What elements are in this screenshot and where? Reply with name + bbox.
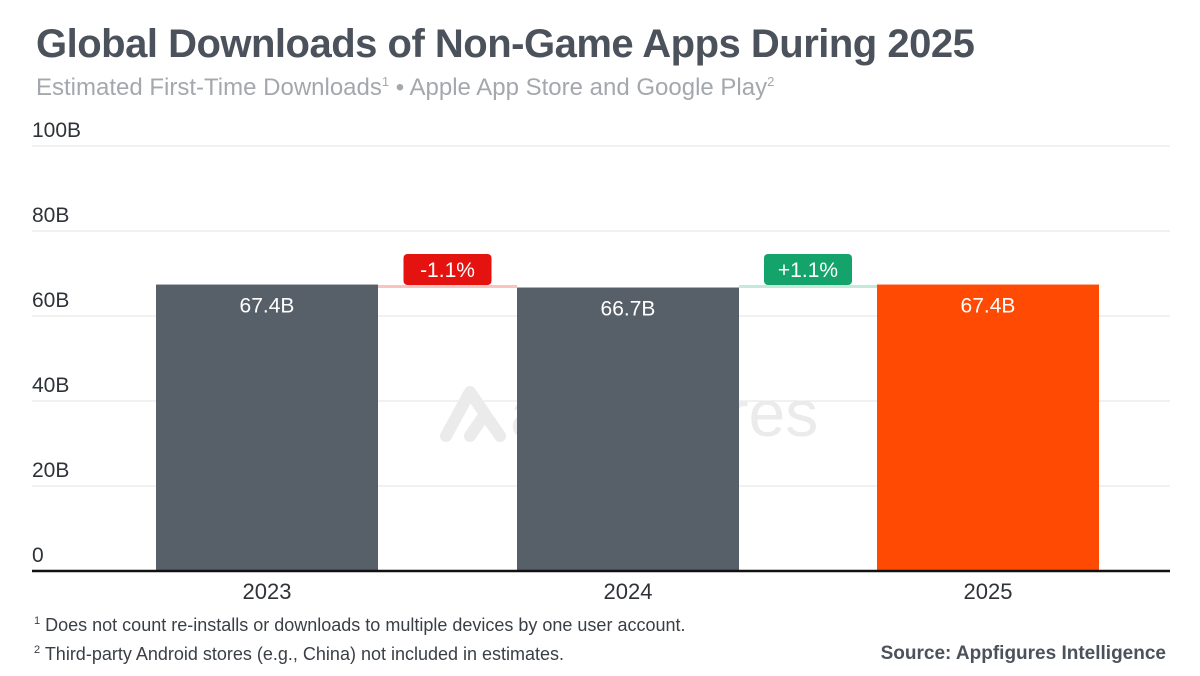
chart-subtitle: Estimated First-Time Downloads1 • Apple … (36, 74, 774, 102)
footnote-2: 2 Third-party Android stores (e.g., Chin… (34, 644, 564, 665)
footnote-2-text: Third-party Android stores (e.g., China)… (44, 644, 565, 664)
change-badge (764, 254, 852, 285)
bar-2024 (517, 287, 739, 571)
bar-value-label: 67.4B (961, 295, 1016, 318)
footnote-ref-1: 1 (381, 74, 390, 89)
change-badge (403, 254, 492, 285)
change-badge-label: -1.1% (420, 259, 475, 282)
y-tick-label: 0 (32, 544, 44, 567)
footnote-2-marker: 2 (34, 644, 41, 656)
y-tick-label: 100B (32, 119, 81, 142)
x-tick-label: 2023 (243, 579, 292, 604)
bar-value-label: 66.7B (601, 298, 656, 321)
change-badge-label: +1.1% (778, 259, 838, 282)
x-tick-label: 2025 (964, 579, 1013, 604)
x-tick-label: 2024 (604, 579, 653, 604)
bar-2023 (156, 284, 378, 571)
bar-value-label: 67.4B (240, 295, 295, 318)
y-tick-label: 60B (32, 289, 69, 312)
footnote-1: 1 Does not count re-installs or download… (34, 615, 686, 636)
footnote-1-text: Does not count re-installs or downloads … (45, 615, 686, 635)
source-label: Source: Appfigures Intelligence (880, 643, 1166, 664)
subtitle-text: Estimated First-Time Downloads (36, 74, 382, 101)
chart-title: Global Downloads of Non-Game Apps During… (36, 22, 975, 66)
y-tick-label: 40B (32, 374, 69, 397)
subtitle-stores: • Apple App Store and Google Play (389, 74, 768, 101)
bar-2025 (877, 284, 1099, 571)
y-tick-label: 20B (32, 459, 69, 482)
footnote-1-marker: 1 (34, 615, 41, 627)
appfigures-logo-icon (440, 386, 506, 442)
footnote-ref-2: 2 (767, 74, 775, 89)
y-tick-label: 80B (32, 204, 69, 227)
